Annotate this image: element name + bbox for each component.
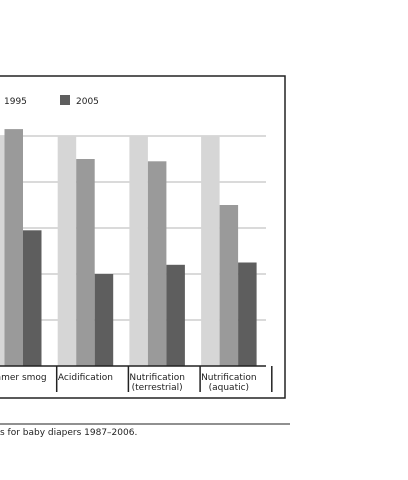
bar bbox=[94, 274, 114, 366]
bar bbox=[0, 136, 5, 366]
bar bbox=[76, 159, 95, 366]
bar bbox=[147, 161, 167, 366]
bar bbox=[219, 205, 239, 366]
legend-label: 1995 bbox=[4, 97, 27, 107]
bar bbox=[57, 136, 77, 366]
x-tick-label-line: Nutrification bbox=[201, 373, 257, 383]
x-tick-label-line: (aquatic) bbox=[209, 383, 249, 393]
x-tick-label: Nutrification (terrestrial) bbox=[129, 373, 185, 393]
bar bbox=[4, 129, 23, 366]
x-tick-label-line: Nutrification bbox=[129, 373, 185, 383]
legend-label: 2005 bbox=[76, 97, 99, 107]
bar bbox=[129, 136, 148, 366]
x-tick-label: Summer smog bbox=[0, 373, 47, 383]
bar bbox=[23, 230, 42, 366]
x-tick-label: Nutrification (aquatic) bbox=[201, 373, 257, 393]
legend-swatch bbox=[60, 95, 70, 105]
bar bbox=[201, 136, 220, 366]
caption: s for baby diapers 1987–2006. bbox=[0, 428, 137, 438]
x-tick-label: Acidification bbox=[58, 373, 113, 383]
x-tick-label-line: (terrestrial) bbox=[132, 383, 183, 393]
bar bbox=[238, 262, 257, 366]
bar bbox=[166, 264, 185, 366]
